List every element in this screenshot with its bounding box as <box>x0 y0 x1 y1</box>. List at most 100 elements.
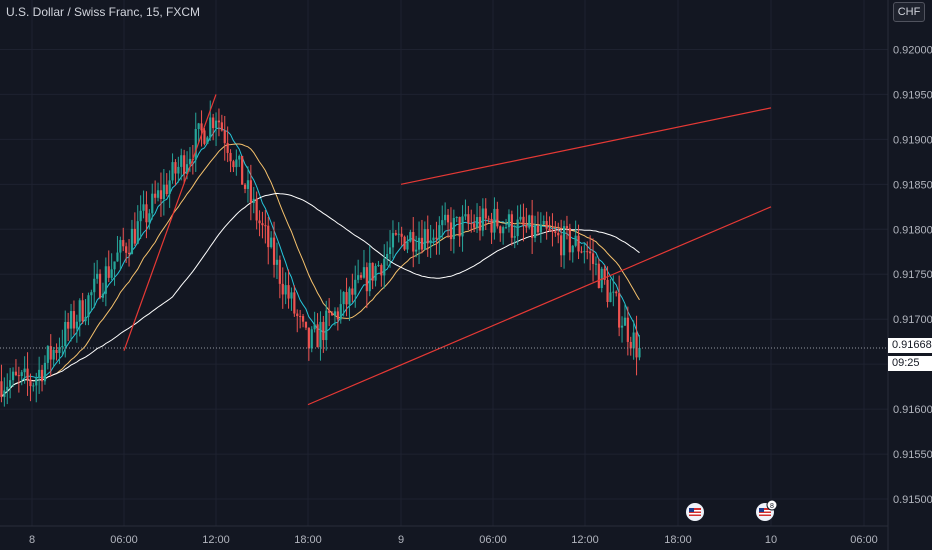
candle <box>310 326 313 353</box>
time-tick-label: 18:00 <box>294 534 322 546</box>
candle <box>513 225 516 249</box>
candle <box>11 367 15 387</box>
candle <box>281 267 284 309</box>
candle <box>296 309 299 333</box>
candle <box>174 159 177 186</box>
candle <box>478 205 482 241</box>
candle <box>17 366 20 393</box>
candle <box>548 216 551 232</box>
candle <box>151 183 154 220</box>
candle <box>452 209 455 254</box>
candle <box>232 159 235 173</box>
time-tick-label: 06:00 <box>110 534 138 546</box>
time-tick-label: 12:00 <box>202 534 230 546</box>
candle <box>383 244 386 289</box>
price-tick-label: 0.92000 <box>893 44 932 56</box>
candle <box>388 230 392 268</box>
candle <box>542 215 545 226</box>
symbol-legend[interactable]: U.S. Dollar / Swiss Franc, 15, FXCM <box>6 5 201 19</box>
candle <box>510 210 513 246</box>
candle <box>319 311 322 361</box>
candle <box>177 156 180 183</box>
candle <box>142 190 145 219</box>
candle <box>626 306 629 356</box>
candle <box>394 229 397 236</box>
candle <box>525 207 528 233</box>
candle <box>577 224 580 260</box>
candle <box>226 126 229 163</box>
candle <box>43 355 47 385</box>
candle <box>264 210 267 244</box>
candle <box>168 170 171 208</box>
candle <box>423 221 426 251</box>
candle <box>304 321 308 331</box>
candle <box>220 114 223 132</box>
candle <box>391 220 395 259</box>
price-tick-label: 0.91900 <box>893 134 932 146</box>
candle <box>351 273 354 303</box>
candle <box>417 221 421 264</box>
candle <box>473 214 476 233</box>
candle <box>206 135 209 145</box>
candle <box>484 198 487 230</box>
us-flag-event-icon-with-badge[interactable]: 8 <box>756 499 778 521</box>
candle <box>127 239 131 267</box>
candle <box>26 352 29 396</box>
candle <box>589 235 592 271</box>
candle <box>365 262 368 309</box>
price-tick-label: 0.91950 <box>893 89 932 101</box>
candle <box>333 307 337 326</box>
candle <box>574 220 577 248</box>
candle <box>493 197 496 240</box>
candle <box>75 314 78 343</box>
candle <box>438 216 441 255</box>
candle <box>386 241 389 266</box>
candle <box>415 235 418 258</box>
candle <box>325 300 328 351</box>
candle <box>156 182 160 202</box>
candle <box>52 346 55 367</box>
candle <box>0 364 3 403</box>
time-axis[interactable]: 8 06:00 12:00 18:00 9 06:00 12:00 18:00 10 06:00 <box>0 525 888 546</box>
candle <box>261 211 264 239</box>
trendline[interactable] <box>400 107 772 185</box>
candle <box>522 203 525 242</box>
candle <box>545 211 548 240</box>
trendline[interactable] <box>307 206 772 406</box>
candle <box>449 207 453 251</box>
candle <box>241 155 244 185</box>
candle <box>301 314 305 328</box>
candle <box>64 310 67 358</box>
trendline[interactable] <box>123 94 217 351</box>
trendlines[interactable] <box>123 94 772 406</box>
time-tick-label: 10 <box>765 534 777 546</box>
candle <box>275 242 279 280</box>
candle <box>136 205 139 245</box>
candle <box>406 235 409 254</box>
candle <box>461 205 464 252</box>
price-axis[interactable]: 0.915000.915500.916000.916500.917000.917… <box>887 0 932 550</box>
candle <box>148 209 151 230</box>
candle <box>328 298 331 327</box>
candle <box>444 202 447 226</box>
candle <box>284 272 287 305</box>
bar-countdown-tag: 09:25 <box>888 356 932 371</box>
candle <box>162 168 165 216</box>
candle <box>58 337 61 364</box>
candle <box>72 300 76 335</box>
candle <box>539 212 542 243</box>
candle <box>580 246 583 254</box>
candle <box>583 243 586 264</box>
candle <box>420 219 424 254</box>
currency-selector-button[interactable]: CHF <box>893 2 925 22</box>
time-tick-label: 8 <box>29 534 35 546</box>
candle <box>618 275 621 337</box>
candle <box>154 180 157 204</box>
candle <box>551 213 554 247</box>
candle <box>35 372 38 403</box>
candle <box>6 373 9 405</box>
us-flag-event-icon[interactable] <box>686 503 704 521</box>
candle <box>119 236 122 270</box>
candle <box>110 253 113 280</box>
